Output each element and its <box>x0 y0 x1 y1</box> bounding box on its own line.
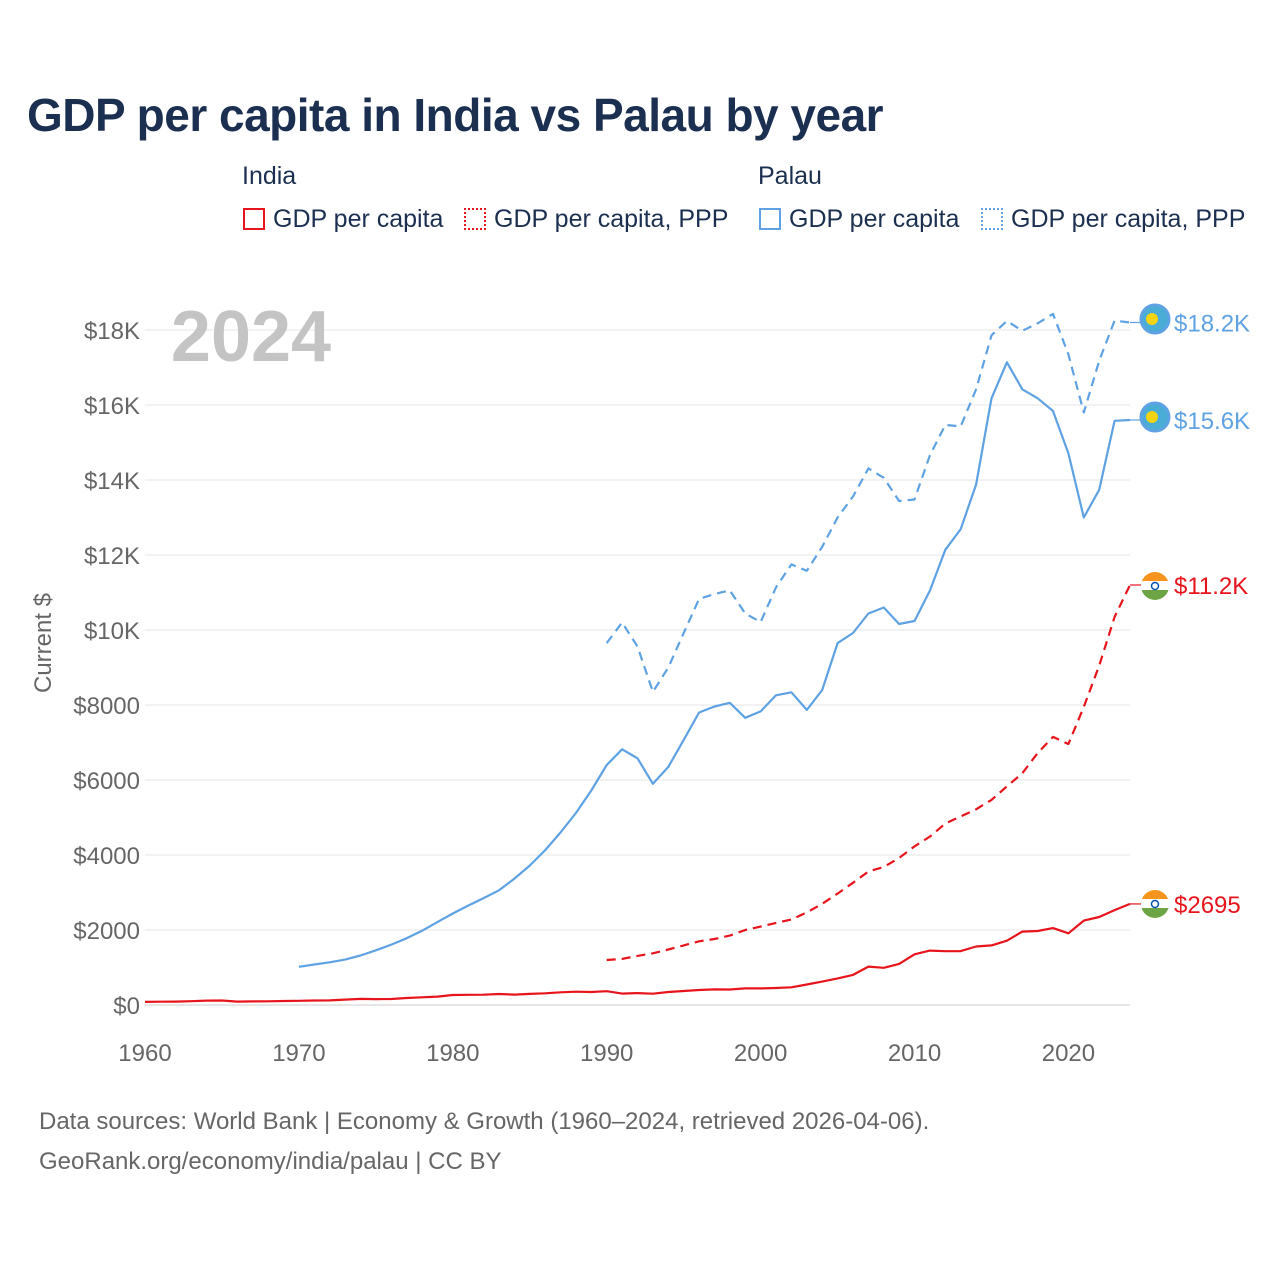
legend-swatch-dotted-red <box>464 208 486 230</box>
x-tick-label: 1990 <box>580 1040 633 1067</box>
palau-flag-icon <box>1139 303 1171 335</box>
series-layer <box>144 312 1131 1003</box>
y-tick-label: $6000 <box>73 768 140 795</box>
end-value-label: $2695 <box>1174 892 1241 919</box>
y-tick-label: $18K <box>84 318 140 345</box>
grid-layer <box>145 329 1130 931</box>
x-tick-label: 1970 <box>272 1040 325 1067</box>
footer-sources: Data sources: World Bank | Economy & Gro… <box>39 1108 930 1135</box>
legend-item-palau-gdp-ppp[interactable]: GDP per capita, PPP <box>981 203 1245 235</box>
y-tick-label: $8000 <box>73 693 140 720</box>
series-line-india-ppp <box>606 584 1131 962</box>
y-axis-label: Current $ <box>30 593 57 693</box>
india-flag-icon <box>1141 890 1169 918</box>
series-line-palau-ppp <box>605 312 1131 694</box>
end-value-label: $18.2K <box>1174 311 1250 338</box>
line-chart: $0 $2000 $4000 $6000 $8000 $10K $12K $14K $16K $1… <box>30 297 1250 1067</box>
chart-title: GDP per capita in India vs Palau by year <box>27 89 884 141</box>
x-tick-label: 2000 <box>734 1040 787 1067</box>
legend-label: GDP per capita, PPP <box>1011 204 1246 233</box>
legend-label: GDP per capita, PPP <box>494 204 729 233</box>
footer-link[interactable]: GeoRank.org/economy/india/palau | CC BY <box>39 1148 502 1175</box>
x-tick-label: 1960 <box>118 1040 171 1067</box>
legend-item-india-gdp[interactable]: GDP per capita <box>243 203 443 235</box>
y-tick-label: $12K <box>84 543 140 570</box>
palau-flag-icon <box>1139 401 1171 433</box>
end-value-label: $15.6K <box>1174 408 1250 435</box>
year-watermark: 2024 <box>171 297 331 377</box>
legend-label: GDP per capita <box>789 204 960 233</box>
india-flag-icon <box>1141 572 1169 600</box>
y-tick-label: $4000 <box>73 843 140 870</box>
x-tick-label: 2010 <box>888 1040 941 1067</box>
legend-item-palau-gdp[interactable]: GDP per capita <box>759 203 959 235</box>
legend-swatch-solid-blue <box>759 208 781 230</box>
legend-group-india: India <box>242 162 297 190</box>
y-tick-label: $14K <box>84 468 140 495</box>
x-tick-label: 2020 <box>1042 1040 1095 1067</box>
axis-layer: $0 $2000 $4000 $6000 $8000 $10K $12K $14K $16K $1… <box>73 318 1130 1067</box>
y-tick-label: $2000 <box>73 918 140 945</box>
legend-label: GDP per capita <box>273 204 444 233</box>
y-tick-label: $10K <box>84 618 140 645</box>
series-line-india-gdp <box>144 902 1131 1003</box>
legend-swatch-dotted-blue <box>981 208 1003 230</box>
legend-swatch-solid-red <box>243 208 265 230</box>
end-value-label: $11.2K <box>1174 573 1248 600</box>
x-tick-label: 1980 <box>426 1040 479 1067</box>
series-line-palau-gdp <box>298 361 1131 968</box>
legend-group-palau: Palau <box>758 162 822 190</box>
y-tick-label: $0 <box>113 993 140 1020</box>
y-tick-label: $16K <box>84 393 140 420</box>
end-label-layer: $2695 $11.2K $15.6K $18.2K <box>1130 311 1250 919</box>
legend-item-india-gdp-ppp[interactable]: GDP per capita, PPP <box>464 203 728 235</box>
